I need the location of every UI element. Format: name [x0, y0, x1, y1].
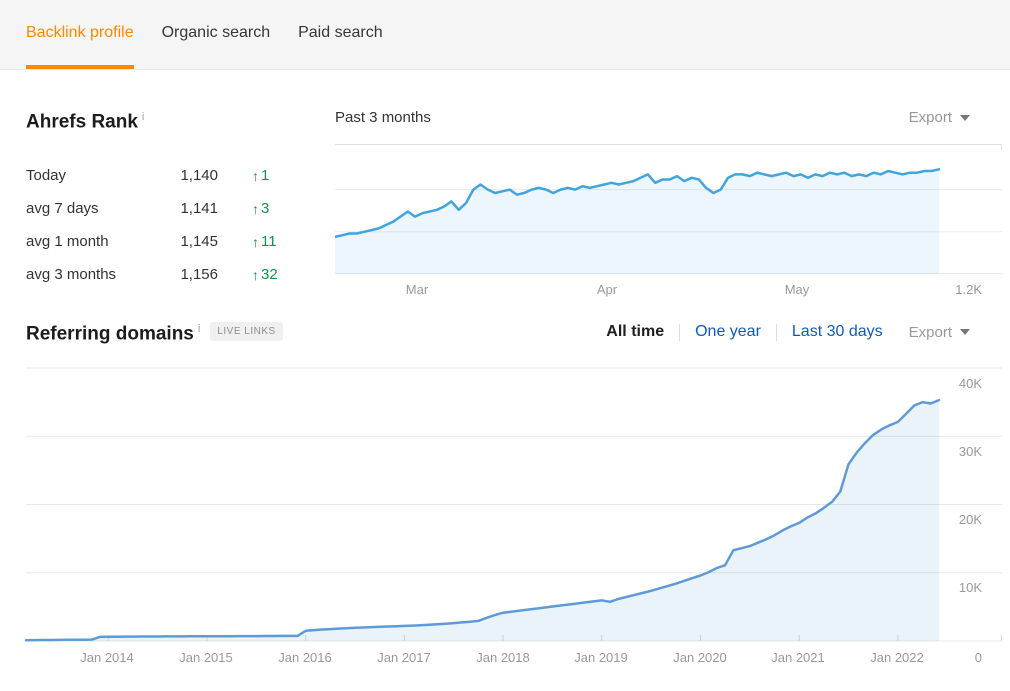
- export-label: Export: [908, 323, 952, 341]
- table-row: avg 1 month 1,145 ↑ 11: [26, 225, 326, 258]
- caret-down-icon: [960, 114, 970, 121]
- rank-row-delta: ↑ 3: [252, 200, 269, 217]
- rank-delta-value: 32: [261, 266, 278, 284]
- table-row: avg 7 days 1,141 ↑ 3: [26, 192, 326, 225]
- rank-row-label: avg 1 month: [26, 233, 109, 251]
- rank-chart-header: Past 3 months Export: [335, 104, 1002, 144]
- rank-row-value: 1,141: [180, 200, 218, 218]
- referring-domains-header: Referring domains i LIVE LINKS All time O…: [26, 314, 970, 350]
- time-range-filters: All time One year Last 30 days Export: [606, 323, 970, 341]
- up-arrow-icon: ↑: [252, 200, 259, 217]
- y-tick-label: 30K: [958, 444, 982, 459]
- live-links-badge: LIVE LINKS: [210, 322, 283, 342]
- rank-row-delta: ↑ 1: [252, 167, 269, 184]
- rank-row-label: Today: [26, 167, 67, 185]
- up-arrow-icon: ↑: [252, 233, 259, 250]
- rank-trend-chart[interactable]: [335, 144, 1002, 274]
- table-row: Today 1,140 ↑ 1: [26, 159, 326, 192]
- rank-row-delta: ↑ 11: [252, 233, 277, 250]
- filter-all-time[interactable]: All time: [606, 323, 665, 340]
- x-tick-label: Mar: [405, 282, 429, 297]
- ahrefs-rank-title-text: Ahrefs Rank: [26, 111, 138, 133]
- rank-row-value: 1,156: [180, 266, 218, 284]
- table-row: avg 3 months 1,156 ↑ 32: [26, 258, 326, 291]
- ahrefs-rank-table: Today 1,140 ↑ 1 avg 7 days 1,141 ↑ 3 avg 1…: [26, 159, 326, 291]
- y-tick-label: 10K: [958, 580, 982, 595]
- rank-row-value: 1,140: [180, 167, 218, 185]
- rank-delta-value: 3: [261, 200, 270, 218]
- up-arrow-icon: ↑: [252, 266, 259, 283]
- referring-domains-title-wrap: Referring domains i LIVE LINKS: [26, 317, 283, 346]
- rank-delta-value: 11: [261, 233, 277, 251]
- tab-paid-search[interactable]: Paid search: [298, 23, 383, 41]
- export-button[interactable]: Export: [909, 324, 970, 341]
- referring-domains-title-text: Referring domains: [26, 323, 194, 345]
- referring-domains-chart[interactable]: [0, 360, 1010, 648]
- x-tick-label: Jan 2017: [377, 650, 431, 665]
- rank-chart-panel: Past 3 months Export Mar Apr May 1.2K: [335, 104, 1002, 302]
- tab-organic-search[interactable]: Organic search: [161, 23, 271, 41]
- x-tick-label: Jan 2016: [278, 650, 332, 665]
- info-icon[interactable]: i: [197, 323, 201, 336]
- x-tick-label: Jan 2018: [476, 650, 530, 665]
- rank-row-label: avg 3 months: [26, 266, 117, 284]
- tab-backlink-profile[interactable]: Backlink profile: [26, 0, 134, 69]
- x-tick-label: May: [784, 282, 810, 297]
- caret-down-icon: [960, 329, 970, 335]
- rank-chart-axis-labels: Mar Apr May 1.2K: [335, 282, 1002, 302]
- y-tick-label: 0: [974, 650, 982, 665]
- y-tick-label: 40K: [958, 376, 982, 391]
- x-tick-label: Jan 2014: [80, 650, 134, 665]
- export-button[interactable]: Export: [909, 104, 970, 126]
- up-arrow-icon: ↑: [252, 167, 259, 184]
- divider: [679, 323, 681, 341]
- info-icon[interactable]: i: [141, 111, 145, 123]
- export-label: Export: [908, 109, 952, 126]
- x-tick-label: Jan 2021: [771, 650, 825, 665]
- x-tick-label: Jan 2022: [870, 650, 924, 665]
- rank-row-delta: ↑ 32: [252, 266, 278, 283]
- divider: [775, 323, 777, 341]
- y-tick-label: 1.2K: [955, 282, 982, 297]
- ahrefs-rank-panel: Ahrefs Rank i Today 1,140 ↑ 1 avg 7 days 1…: [26, 105, 326, 291]
- referring-domains-title: Referring domains i: [26, 317, 200, 346]
- rank-row-value: 1,145: [180, 233, 218, 251]
- x-tick-label: Apr: [596, 282, 618, 297]
- rank-delta-value: 1: [261, 167, 270, 185]
- rank-row-label: avg 7 days: [26, 200, 99, 218]
- x-tick-label: Jan 2020: [673, 650, 727, 665]
- x-tick-label: Jan 2015: [179, 650, 233, 665]
- y-tick-label: 20K: [958, 512, 982, 527]
- referring-domains-chart-panel: 40K 30K 20K 10K Jan 2014 Jan 2015 Jan 20…: [0, 360, 1010, 670]
- filter-last-30-days[interactable]: Last 30 days: [791, 323, 883, 340]
- rank-chart-title: Past 3 months: [335, 109, 431, 126]
- x-tick-label: Jan 2019: [574, 650, 628, 665]
- tabbar: Backlink profile Organic search Paid sea…: [0, 0, 1010, 70]
- ahrefs-rank-title: Ahrefs Rank i: [26, 105, 326, 134]
- filter-one-year[interactable]: One year: [695, 323, 761, 340]
